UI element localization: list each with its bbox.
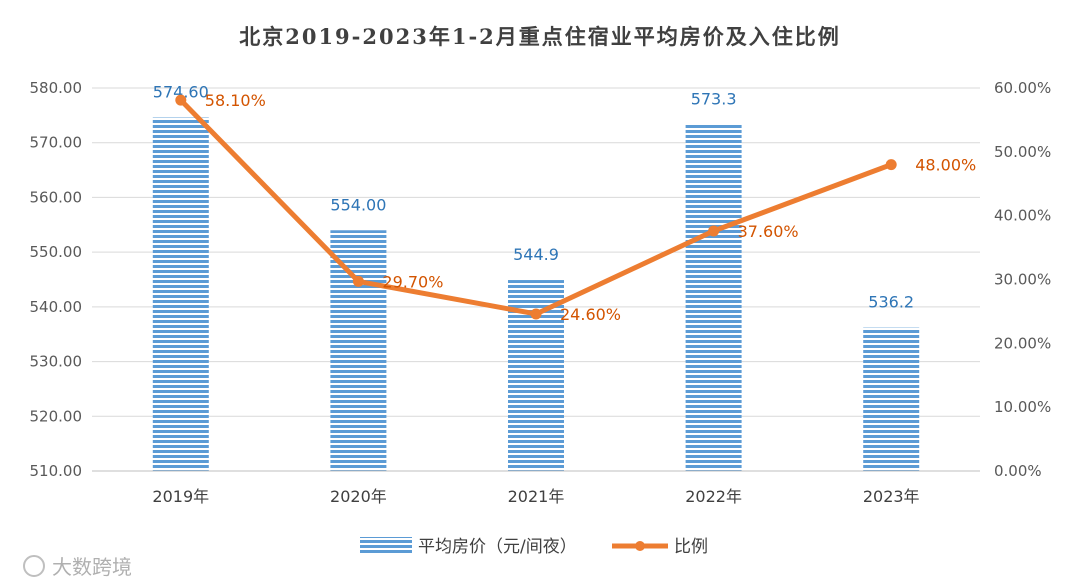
bar-value-label: 574.60 — [153, 83, 209, 102]
right-tick-label: 20.00% — [994, 334, 1051, 352]
left-tick-label: 540.00 — [30, 298, 83, 316]
x-tick-label: 2020年 — [330, 487, 387, 506]
ratio-point — [885, 159, 897, 171]
ratio-point — [175, 94, 187, 106]
left-tick-label: 570.00 — [30, 134, 83, 152]
right-tick-label: 40.00% — [994, 207, 1051, 225]
ratio-value-label: 58.10% — [205, 91, 266, 110]
right-tick-label: 60.00% — [994, 79, 1051, 97]
legend: 平均房价（元/间夜） 比例 — [360, 537, 708, 557]
x-tick-label: 2023年 — [863, 487, 920, 506]
left-tick-label: 510.00 — [30, 462, 83, 480]
left-axis-ticks: 510.00 520.00 530.00 540.00 550.00 560.00 570.… — [30, 79, 83, 480]
right-tick-label: 30.00% — [994, 271, 1051, 289]
bar — [152, 117, 209, 471]
x-axis-ticks: 2019年 2020年 2021年 2022年 2023年 — [152, 487, 919, 506]
right-tick-label: 10.00% — [994, 398, 1051, 416]
corner-watermark-icon — [23, 555, 45, 577]
bar — [863, 327, 920, 471]
bar-value-label: 536.2 — [868, 293, 914, 312]
ratio-line-group — [175, 94, 897, 320]
ratio-point — [530, 308, 542, 320]
ratio-point — [708, 225, 720, 237]
bar-value-label: 544.9 — [513, 245, 559, 264]
bars — [152, 117, 920, 471]
legend-bar-label: 平均房价（元/间夜） — [418, 537, 577, 557]
ratio-value-label: 29.70% — [382, 272, 443, 291]
legend-bar-swatch — [360, 537, 412, 555]
bar — [330, 230, 387, 471]
corner-watermark: 大数跨境 — [23, 555, 132, 579]
left-tick-label: 520.00 — [30, 407, 83, 425]
left-tick-label: 580.00 — [30, 79, 83, 97]
x-tick-label: 2021年 — [508, 487, 565, 506]
right-axis-ticks: 0.00% 10.00% 20.00% 30.00% 40.00% 50.00% 60.00… — [994, 79, 1051, 480]
bar-value-label: 554.00 — [330, 195, 386, 214]
x-tick-label: 2022年 — [685, 487, 742, 506]
left-tick-label: 560.00 — [30, 188, 83, 206]
bar-value-label: 573.3 — [691, 90, 737, 109]
left-tick-label: 550.00 — [30, 243, 83, 261]
bar-labels: 574.60 554.00 544.9 573.3 536.2 — [153, 83, 914, 312]
right-tick-label: 0.00% — [994, 462, 1042, 480]
ratio-value-label: 24.60% — [560, 305, 621, 324]
ratio-point — [352, 275, 364, 287]
legend-line-marker — [635, 541, 645, 551]
right-tick-label: 50.00% — [994, 143, 1051, 161]
ratio-value-label: 48.00% — [915, 156, 976, 175]
ratio-value-label: 37.60% — [738, 222, 799, 241]
line-labels: 58.10% 29.70% 24.60% 37.60% 48.00% — [205, 91, 976, 324]
corner-watermark-text: 大数跨境 — [52, 555, 132, 579]
bar — [685, 124, 742, 471]
x-tick-label: 2019年 — [152, 487, 209, 506]
legend-line-label: 比例 — [674, 537, 708, 557]
chart-title: 北京2019-2023年1-2月重点住宿业平均房价及入住比例 — [239, 24, 841, 49]
left-tick-label: 530.00 — [30, 353, 83, 371]
